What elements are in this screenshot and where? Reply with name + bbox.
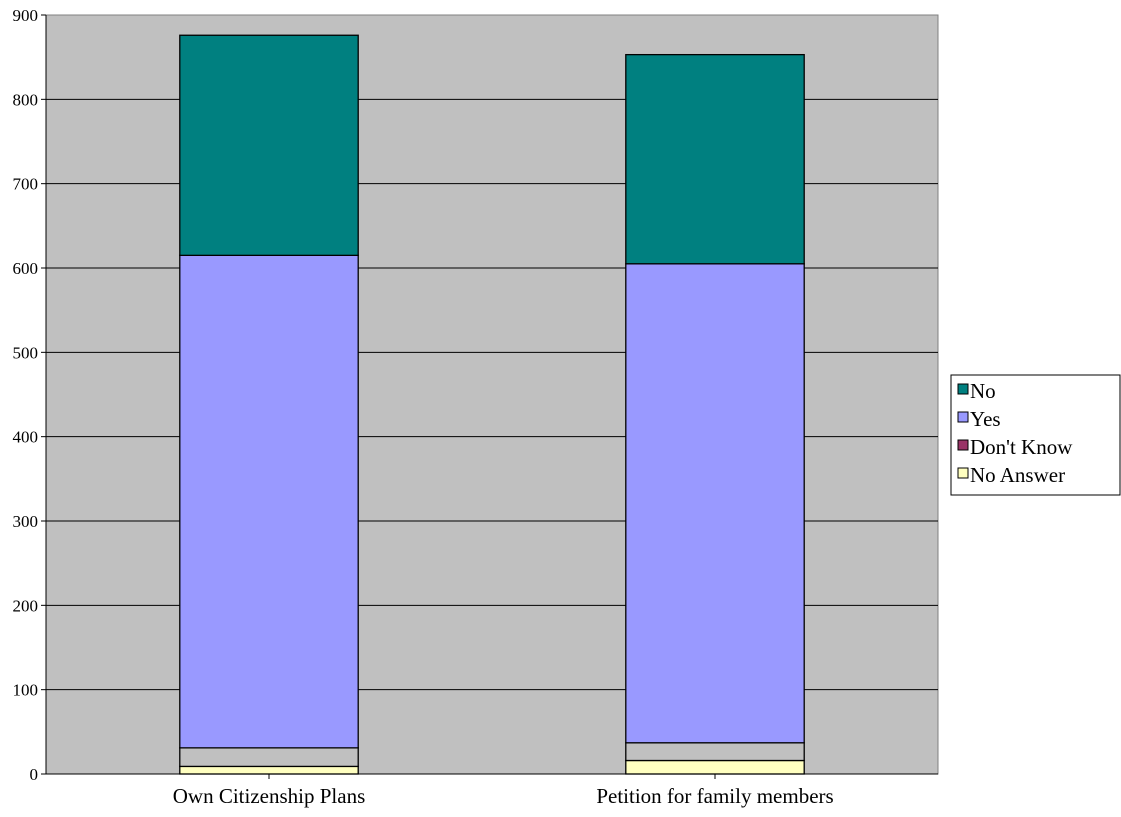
legend-swatch <box>957 383 969 395</box>
bars <box>179 34 805 775</box>
legend-label: No <box>970 379 996 403</box>
legend-swatch <box>957 467 969 479</box>
axes: 0 100 200 300 400 500 600 700 800 900 Own Citizens… <box>13 6 938 808</box>
legend-box <box>950 374 1121 496</box>
y-tick-label: 200 <box>13 596 39 615</box>
y-tick-label: 100 <box>13 681 39 700</box>
x-category-label: Own Citizenship Plans <box>173 784 366 808</box>
y-tick-label: 700 <box>13 175 39 194</box>
y-tick-label: 800 <box>13 90 39 109</box>
bar-segment <box>625 263 805 744</box>
legend-swatch <box>957 411 969 423</box>
y-tick-label: 400 <box>13 428 39 447</box>
y-tick-label: 0 <box>30 765 39 784</box>
bar-segment-no-answer <box>625 759 805 775</box>
legend-label: Don't Know <box>970 435 1073 459</box>
bar-segment <box>625 742 805 762</box>
x-category-label: Petition for family members <box>596 784 833 808</box>
bar-segment <box>179 34 359 257</box>
y-tick-label: 500 <box>13 343 39 362</box>
y-tick-label: 900 <box>13 6 39 25</box>
bar-segment-no-answer <box>179 765 359 775</box>
y-tick-label: 300 <box>13 512 39 531</box>
bar-segment <box>625 53 805 265</box>
legend: No Yes Don't Know No Answer <box>950 374 1121 496</box>
bar-segment <box>179 747 359 768</box>
legend-label: Yes <box>970 407 1001 431</box>
bar-segment <box>179 254 359 749</box>
y-tick-label: 600 <box>13 259 39 278</box>
legend-label: No Answer <box>970 463 1065 487</box>
legend-swatch <box>957 439 969 451</box>
